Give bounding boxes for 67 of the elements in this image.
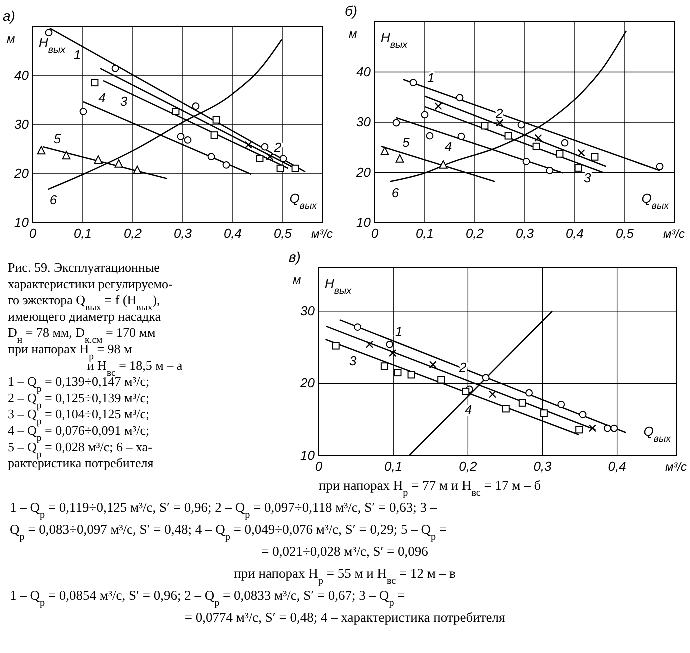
series-label: 6 (50, 192, 58, 208)
text: го эжектора Q$_{вых}$ = f (H$_{вых}$), (8, 292, 160, 314)
text: = 0,021÷0,028 м³/с, S′ = 0,096 (262, 544, 429, 559)
series-label: 3 (120, 94, 128, 110)
x-tick-label: 0,3 (534, 459, 553, 474)
series-label: 1 (74, 47, 82, 62)
y-axis-title: м (7, 32, 16, 46)
text: при напорах H$_{р}$ = 77 м и H$_{вс}$ = 17 м – б (318, 478, 542, 498)
series-label: 5 (402, 135, 411, 150)
y-tick-label: 20 (14, 166, 30, 181)
x-tick-label: 0 (371, 226, 380, 241)
x-tick-label: 0,5 (274, 226, 293, 241)
y-tick-label: 10 (300, 448, 316, 463)
y-tick-label: 20 (300, 376, 316, 391)
y-tick-label: 40 (356, 64, 372, 80)
annotation: Q$_{вых}$ (644, 424, 672, 444)
series-label: 1 (428, 70, 435, 86)
y-tick-label: 30 (14, 117, 30, 132)
x-axis-title: м³/с (665, 460, 687, 474)
annotation: H$_{вых}$ (39, 35, 67, 56)
chart-title: б) (345, 3, 358, 19)
text: Q$_{р}$ = 0,083÷0,097 м³/с, S′ = 0,48; 4 – Q$_{р}$ = 0,049÷0,076 м³/с, S′ = 0,29; 5 – Q$_{р}$ = (10, 522, 448, 542)
x-tick-label: 0,5 (616, 226, 635, 241)
series-label: 1 (396, 324, 403, 340)
series-label: 6 (392, 185, 400, 200)
text: = 0,0774 м³/с, S′ = 0,48; 4 – характеристика потребителя (184, 610, 506, 625)
y-tick-label: 10 (14, 215, 30, 230)
annotation: H$_{вых}$ (381, 30, 409, 50)
y-tick-label: 40 (14, 68, 30, 83)
series-label: 3 (584, 170, 592, 186)
x-tick-label: 0,1 (74, 226, 92, 241)
series-label: 2 (273, 140, 282, 156)
text: характеристики регулируемо- (8, 276, 173, 292)
x-tick-label: 0,4 (224, 226, 242, 241)
text: 1 – Q$_{р}$ = 0,0854 м³/с, S′ = 0,96; 2 – Q$_{р}$ = 0,0833 м³/с, S′ = 0,67; 3 – Q$_{р}$ = (10, 588, 406, 608)
y-tick-label: 30 (300, 303, 316, 318)
y-tick-label: 20 (356, 164, 372, 180)
annotation: Q$_{вых}$ (290, 191, 318, 212)
text: D$_{н}$ = 78 мм, D$_{к.см}$ = 170 мм (8, 325, 156, 346)
series-label: 4 (444, 139, 452, 154)
y-axis-title: м (293, 273, 302, 287)
x-tick-label: 0,2 (466, 226, 485, 241)
series-label: 4 (98, 90, 106, 106)
series-label: 5 (54, 132, 62, 147)
x-tick-label: 0,1 (416, 226, 434, 241)
text: при напорах H$_{р}$ = 55 м и H$_{вс}$ = 12 м – в (234, 566, 456, 586)
y-axis-title: м (349, 27, 358, 41)
x-tick-label: 0,1 (384, 459, 403, 474)
x-tick-label: 0 (29, 226, 38, 241)
x-tick-label: 0,4 (566, 226, 584, 241)
text: Рис. 59. Эксплуатационные (8, 260, 160, 275)
x-axis-title: м³/с (663, 227, 685, 241)
x-tick-label: 0,4 (608, 459, 626, 474)
x-tick-label: 0,2 (459, 459, 478, 474)
text: 1 – Q$_{р}$ = 0,119÷0,125 м³/с, S′ = 0,96; 2 – Q$_{р}$ = 0,097÷0,118 м³/с, S′ = 0,63; 3 – (10, 500, 438, 520)
x-axis-title: м³/с (311, 227, 333, 241)
x-tick-label: 0,2 (124, 226, 143, 241)
series-label: 3 (349, 354, 358, 369)
chart-title: в) (289, 249, 301, 265)
x-tick-label: 0,3 (174, 226, 193, 241)
y-tick-label: 30 (356, 114, 372, 130)
annotation: Q$_{вых}$ (642, 191, 670, 212)
y-tick-label: 10 (356, 215, 372, 230)
x-tick-label: 0,3 (516, 226, 535, 241)
annotation: H$_{вых}$ (325, 276, 353, 296)
x-tick-label: 0 (315, 459, 324, 474)
chart-title: а) (3, 8, 16, 24)
